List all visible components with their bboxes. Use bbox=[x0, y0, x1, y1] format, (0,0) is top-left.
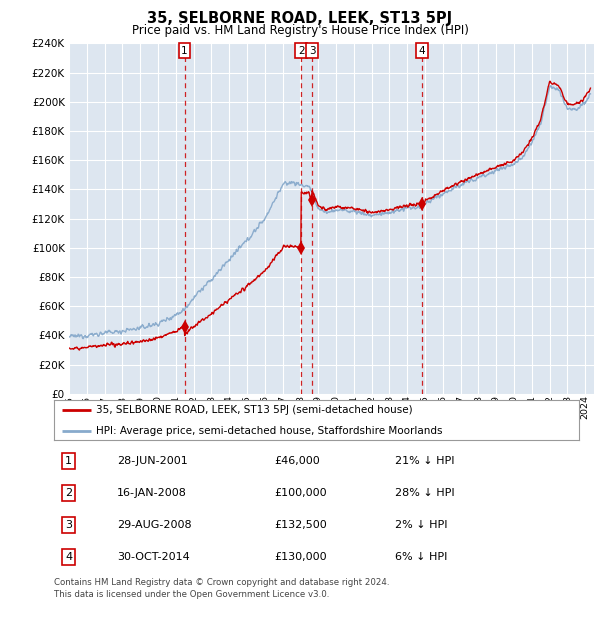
Text: 29-AUG-2008: 29-AUG-2008 bbox=[117, 520, 191, 530]
Text: 35, SELBORNE ROAD, LEEK, ST13 5PJ: 35, SELBORNE ROAD, LEEK, ST13 5PJ bbox=[148, 11, 452, 26]
Text: £46,000: £46,000 bbox=[275, 456, 320, 466]
Text: 4: 4 bbox=[419, 46, 425, 56]
Text: 28-JUN-2001: 28-JUN-2001 bbox=[117, 456, 188, 466]
Text: 1: 1 bbox=[65, 456, 72, 466]
Text: 2: 2 bbox=[65, 488, 72, 498]
Text: 3: 3 bbox=[65, 520, 72, 530]
Text: Price paid vs. HM Land Registry's House Price Index (HPI): Price paid vs. HM Land Registry's House … bbox=[131, 24, 469, 37]
Text: 3: 3 bbox=[309, 46, 316, 56]
Text: 1: 1 bbox=[181, 46, 188, 56]
Text: 6% ↓ HPI: 6% ↓ HPI bbox=[395, 552, 448, 562]
Text: Contains HM Land Registry data © Crown copyright and database right 2024.
This d: Contains HM Land Registry data © Crown c… bbox=[54, 578, 389, 599]
Text: 28% ↓ HPI: 28% ↓ HPI bbox=[395, 488, 455, 498]
Text: HPI: Average price, semi-detached house, Staffordshire Moorlands: HPI: Average price, semi-detached house,… bbox=[96, 425, 443, 435]
Text: 30-OCT-2014: 30-OCT-2014 bbox=[117, 552, 190, 562]
Text: 2: 2 bbox=[298, 46, 304, 56]
Text: 21% ↓ HPI: 21% ↓ HPI bbox=[395, 456, 455, 466]
Text: 4: 4 bbox=[65, 552, 72, 562]
Text: 35, SELBORNE ROAD, LEEK, ST13 5PJ (semi-detached house): 35, SELBORNE ROAD, LEEK, ST13 5PJ (semi-… bbox=[96, 405, 413, 415]
Text: £100,000: £100,000 bbox=[275, 488, 327, 498]
Text: £132,500: £132,500 bbox=[275, 520, 327, 530]
Text: 16-JAN-2008: 16-JAN-2008 bbox=[117, 488, 187, 498]
Text: 2% ↓ HPI: 2% ↓ HPI bbox=[395, 520, 448, 530]
Text: £130,000: £130,000 bbox=[275, 552, 327, 562]
